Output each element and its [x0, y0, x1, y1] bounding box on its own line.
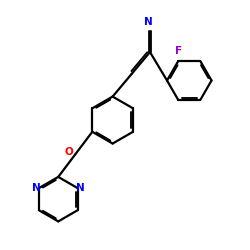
Text: N: N [144, 16, 153, 26]
Text: N: N [76, 183, 85, 193]
Text: O: O [65, 147, 74, 157]
Text: N: N [32, 183, 40, 193]
Text: F: F [174, 46, 182, 56]
